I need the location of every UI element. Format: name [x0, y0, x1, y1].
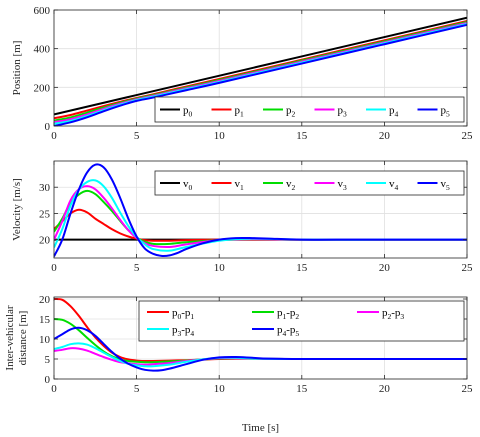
y-tick-label: 0: [45, 374, 51, 386]
legend-label: v0: [183, 178, 193, 192]
x-tick-label: 25: [462, 383, 474, 395]
legend-label: p4: [389, 105, 399, 119]
x-tick-label: 10: [214, 130, 226, 142]
legend-box: [154, 170, 465, 196]
y-tick-label: 400: [34, 44, 51, 56]
y-tick-label: 10: [39, 334, 51, 346]
series-line-p5: [54, 23, 467, 126]
x-tick-label: 20: [379, 383, 391, 395]
axes-frame: [53, 9, 468, 127]
axes-frame: [53, 160, 468, 259]
x-tick-label: 25: [462, 130, 474, 142]
x-tick-label: 0: [51, 130, 57, 142]
legend-label: p1-p2: [277, 307, 299, 321]
y-axis-label: distance [m]: [17, 311, 29, 366]
legend-box: [138, 300, 465, 342]
series-line-p0: [54, 16, 467, 116]
y-tick-label: 15: [39, 314, 51, 326]
x-tick-label: 0: [51, 383, 57, 395]
legend: v0 v1 v2 v3 v4 v5: [154, 170, 465, 196]
y-tick-label: 20: [39, 235, 51, 247]
x-tick-label: 15: [296, 262, 308, 274]
x-tick-label: 5: [134, 383, 140, 395]
legend-label: v5: [441, 178, 451, 192]
x-tick-label: 5: [134, 262, 140, 274]
legend-label: p2: [286, 105, 296, 119]
y-tick-label: 20: [39, 294, 51, 306]
legend-label: v2: [286, 178, 296, 192]
series-line-v5: [54, 163, 467, 258]
x-tick-label: 10: [214, 383, 226, 395]
x-tick-label: 15: [296, 383, 308, 395]
x-tick-label: 15: [296, 130, 308, 142]
legend-label: v3: [338, 178, 348, 192]
axes-frame: [53, 296, 468, 380]
series-line-p4: [54, 326, 467, 372]
y-tick-label: 30: [39, 182, 51, 194]
legend-label: p4-p5: [277, 324, 299, 338]
y-tick-label: 200: [34, 82, 51, 94]
legend-label: p1: [235, 105, 245, 119]
x-tick-label: 20: [379, 130, 391, 142]
distance-panel: 0 5 10 15 20 25 0 5 10 15 20 Inter-vehicular distanc…: [4, 294, 473, 434]
y-tick-label: 5: [45, 354, 51, 366]
y-axis-label: Position [m]: [11, 41, 23, 96]
legend-label: p5: [441, 105, 451, 119]
legend-label: p0: [183, 105, 193, 119]
legend-label: v4: [389, 178, 399, 192]
x-tick-label: 5: [134, 130, 140, 142]
legend-label: p2-p3: [382, 307, 404, 321]
y-axis-label: Inter-vehicular: [4, 305, 16, 370]
position-panel: 0 5 10 15 20 25 0 200 400 600 Position [m] p0 p1 p2 p3…: [11, 5, 473, 142]
legend: p0-p1 p1-p2 p2-p3 p3-p4 p4-p5: [138, 300, 465, 342]
y-tick-label: 25: [39, 208, 51, 220]
x-axis-label: Time [s]: [242, 422, 279, 434]
legend-label: v1: [235, 178, 245, 192]
y-axis-label: Velocity [m/s]: [11, 178, 23, 241]
x-tick-label: 10: [214, 262, 226, 274]
y-tick-label: 600: [34, 5, 51, 17]
legend-label: p3: [338, 105, 348, 119]
x-tick-label: 25: [462, 262, 474, 274]
legend: p0 p1 p2 p3 p4 p5: [154, 96, 465, 123]
x-tick-label: 20: [379, 262, 391, 274]
legend-box: [154, 96, 465, 123]
velocity-panel: 0 5 10 15 20 25 20 25 30 Velocity [m/s] v0 v1 v2 v3 v4…: [11, 160, 474, 274]
legend-label: p3-p4: [172, 324, 194, 338]
legend-label: p0-p1: [172, 307, 194, 321]
y-tick-label: 0: [45, 121, 51, 133]
x-tick-label: 0: [51, 262, 57, 274]
